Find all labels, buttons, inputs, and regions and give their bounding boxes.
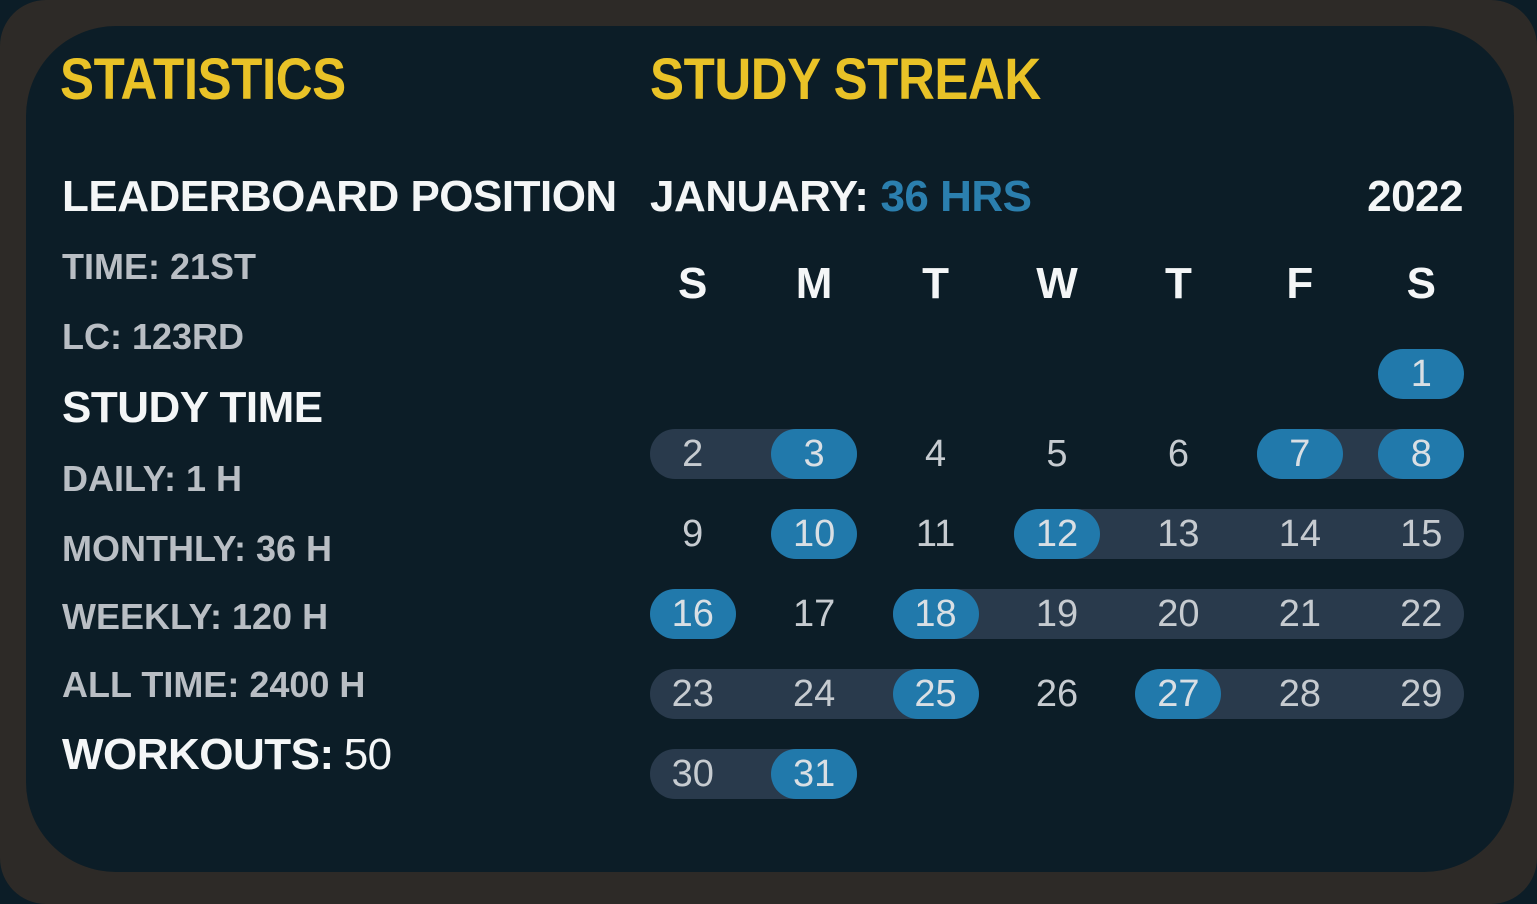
calendar-day: 15 xyxy=(1400,512,1443,555)
calendar-day: 4 xyxy=(924,432,947,475)
calendar-day: 19 xyxy=(1035,592,1079,635)
calendar-day: 11 xyxy=(915,512,956,555)
day-header-mon: M xyxy=(795,259,833,308)
study-time-weekly-row: WEEKLY: 120 H xyxy=(62,596,329,637)
calendar-day: 24 xyxy=(792,672,836,715)
day-header-thu: T xyxy=(1164,259,1192,308)
day-header-wed: W xyxy=(1036,259,1078,308)
study-time-alltime-row: ALL TIME: 2400 H xyxy=(62,664,366,705)
calendar-day-highlighted: 7 xyxy=(1256,429,1343,479)
leaderboard-lc-row: LC: 123RD xyxy=(62,316,245,357)
calendar-grid: 1 2 3 4 5 6 7 8 9 10 11 12 13 14 15 16 17 18 19 20 21 22 23 24 2… xyxy=(632,349,1482,799)
statistics-title: STATISTICS xyxy=(60,47,346,112)
weekday-header-row: S M T W T F S xyxy=(632,262,1482,306)
calendar-day: 22 xyxy=(1400,592,1443,635)
calendar-day-highlighted: 8 xyxy=(1378,429,1465,479)
leaderboard-time-row: TIME: 21ST xyxy=(62,246,257,287)
calendar-day-highlighted: 27 xyxy=(1135,669,1222,719)
leaderboard-heading: LEADERBOARD POSITION xyxy=(62,172,617,221)
calendar-day: 21 xyxy=(1278,592,1321,635)
calendar-day: 13 xyxy=(1157,512,1200,555)
calendar-day: 17 xyxy=(792,592,836,635)
workouts-row: WORKOUTS: 50 xyxy=(62,733,392,777)
month-summary: JANUARY: 36 HRS xyxy=(650,175,1032,219)
calendar-day-highlighted: 25 xyxy=(892,669,979,719)
month-hours: 36 HRS xyxy=(880,172,1032,221)
day-header-sat: S xyxy=(1406,259,1436,308)
calendar-day-highlighted: 12 xyxy=(1013,509,1100,559)
day-header-sun: S xyxy=(678,259,708,308)
month-label: JANUARY: xyxy=(650,172,869,221)
day-header-fri: F xyxy=(1286,259,1314,308)
calendar-day: 23 xyxy=(671,672,714,715)
calendar-day: 2 xyxy=(682,432,704,475)
calendar-day: 29 xyxy=(1400,672,1443,715)
calendar-day: 14 xyxy=(1278,512,1321,555)
day-header-tue: T xyxy=(922,259,949,308)
calendar-day-highlighted: 1 xyxy=(1378,349,1465,399)
streak-range-pill xyxy=(892,589,1464,639)
calendar-day: 5 xyxy=(1046,432,1068,475)
workouts-value: 50 xyxy=(343,730,392,779)
calendar-day: 20 xyxy=(1157,592,1200,635)
calendar-day-highlighted: 18 xyxy=(892,589,979,639)
workouts-label: WORKOUTS: xyxy=(62,730,334,779)
study-streak-title: STUDY STREAK xyxy=(650,47,1041,112)
calendar-day-highlighted: 31 xyxy=(771,749,858,799)
calendar-day: 28 xyxy=(1278,672,1321,715)
calendar-day-highlighted: 10 xyxy=(771,509,858,559)
calendar-day: 9 xyxy=(682,512,704,555)
calendar-day: 26 xyxy=(1035,672,1079,715)
calendar-day-highlighted: 3 xyxy=(771,429,858,479)
study-time-heading: STUDY TIME xyxy=(62,383,323,432)
year-label: 2022 xyxy=(1367,172,1463,221)
calendar-day: 30 xyxy=(671,752,714,795)
study-time-daily-row: DAILY: 1 H xyxy=(62,458,243,499)
calendar-day-highlighted: 16 xyxy=(649,589,736,639)
calendar-day: 6 xyxy=(1167,432,1189,475)
study-time-monthly-row: MONTHLY: 36 H xyxy=(62,528,333,569)
